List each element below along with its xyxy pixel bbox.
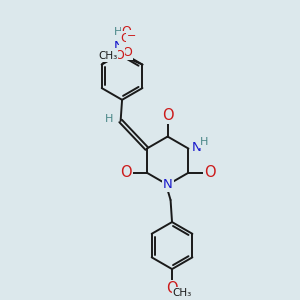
Text: H: H [105, 114, 114, 124]
Text: H: H [114, 27, 123, 37]
Text: O: O [122, 25, 131, 38]
Text: CH₃: CH₃ [98, 51, 117, 61]
Text: O: O [166, 281, 178, 296]
Text: O: O [115, 49, 124, 62]
Text: +: + [117, 46, 125, 55]
Text: O: O [204, 165, 215, 180]
Text: N: N [163, 178, 172, 191]
Text: −: − [126, 31, 136, 41]
Text: O: O [120, 165, 131, 180]
Text: N: N [192, 141, 202, 154]
Text: N: N [113, 40, 123, 53]
Text: O: O [162, 108, 173, 123]
Text: CH₃: CH₃ [173, 288, 192, 298]
Text: O: O [122, 46, 132, 59]
Text: H: H [200, 137, 208, 147]
Text: O: O [120, 32, 130, 45]
